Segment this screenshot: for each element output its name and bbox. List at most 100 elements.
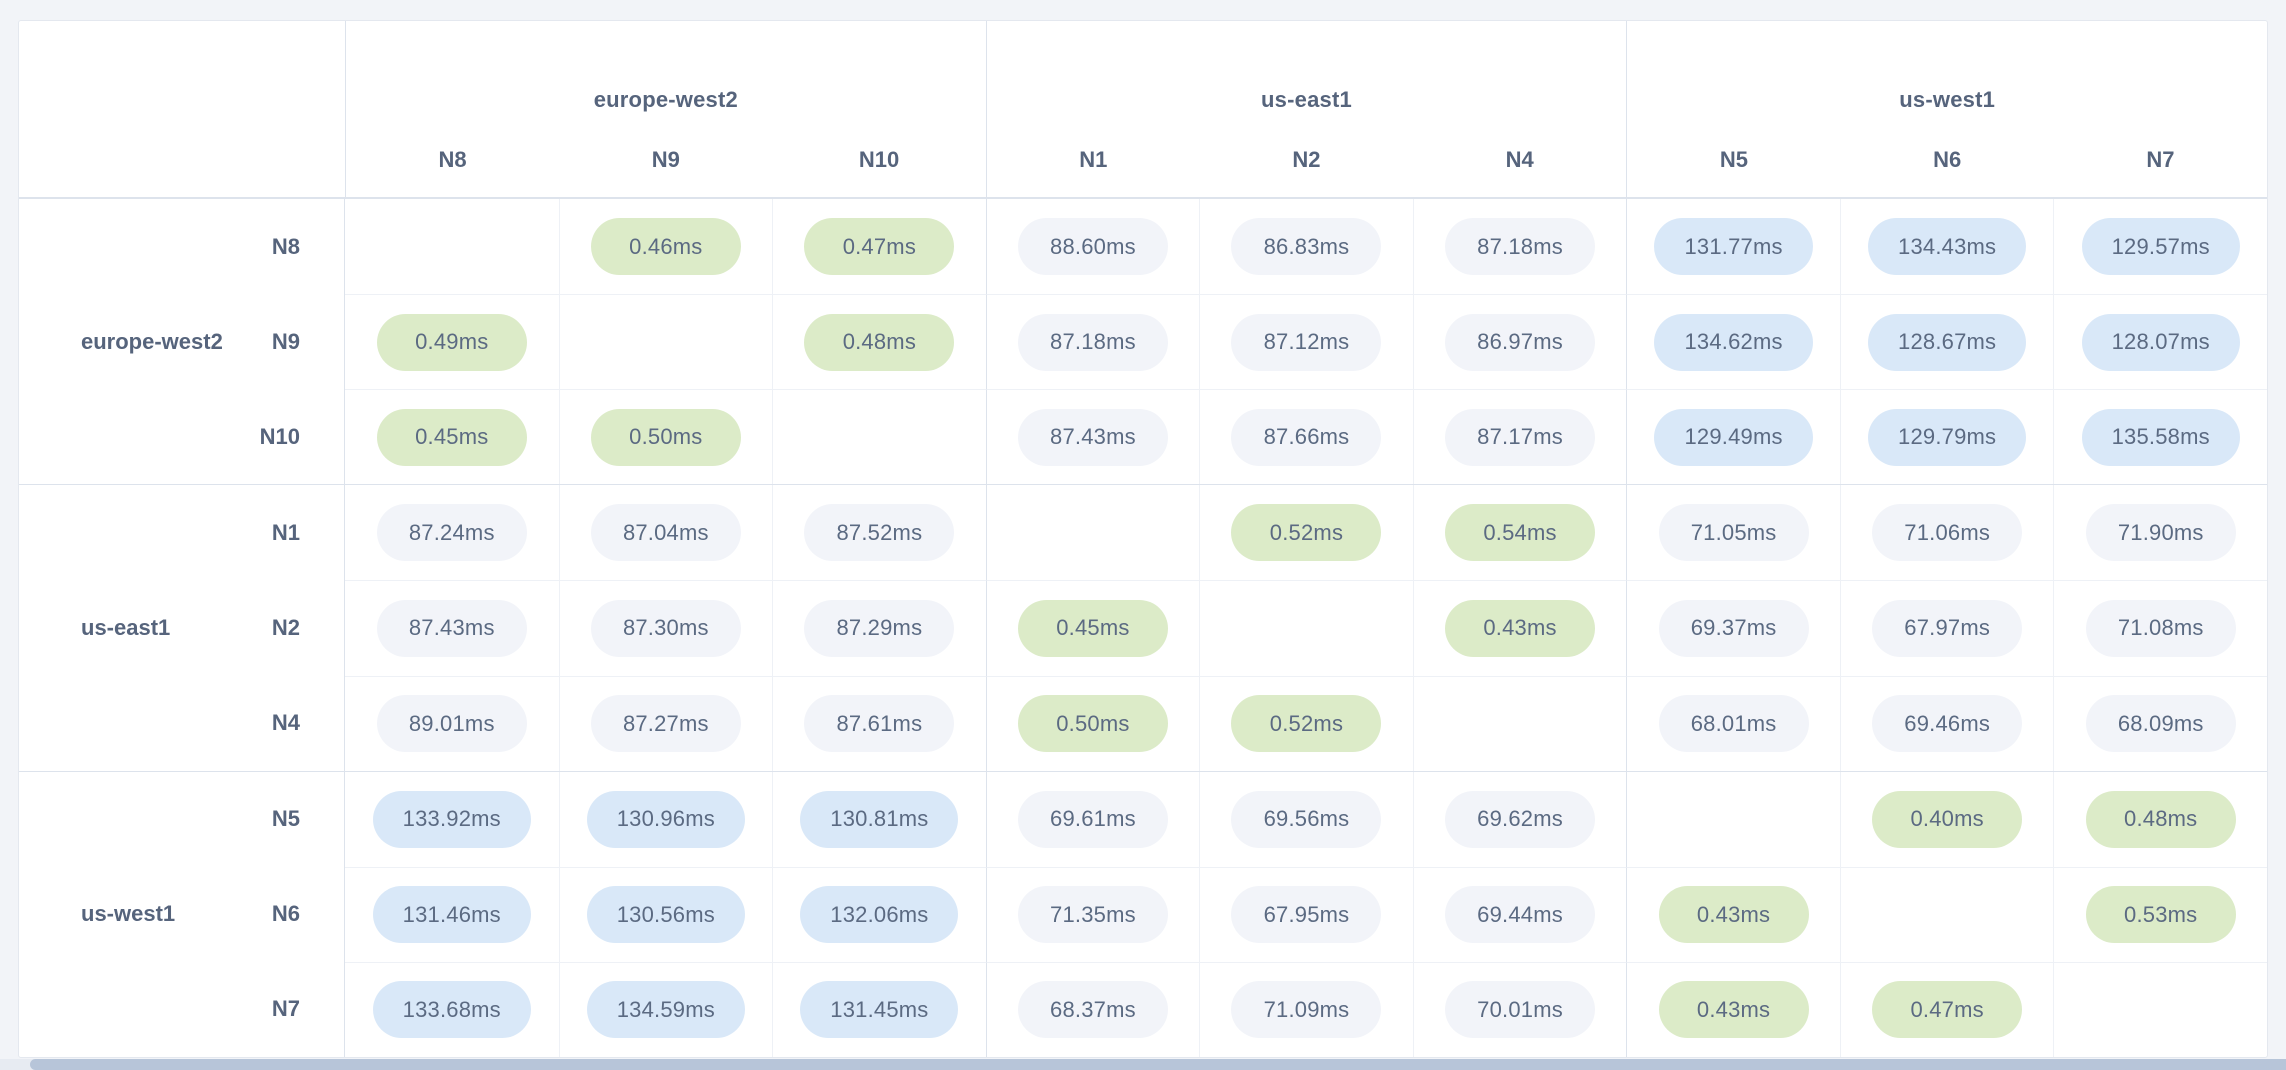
latency-pill: 71.09ms bbox=[1231, 981, 1382, 1039]
latency-pill: 69.44ms bbox=[1445, 886, 1596, 944]
row-group-label-europe-west2: europe-west2 N8 N9 N10 bbox=[19, 199, 345, 485]
latency-pill: 68.09ms bbox=[2085, 695, 2236, 753]
column-header-n5: N5 bbox=[1719, 147, 1748, 172]
latency-cell-n2-n10: 87.29ms bbox=[772, 580, 986, 676]
column-group-us-east1: us-east1 N1 N2 N4 bbox=[985, 21, 1627, 197]
row-header-n10: N10 bbox=[259, 423, 300, 449]
column-header-n8: N8 bbox=[438, 147, 467, 172]
column-header-n4: N4 bbox=[1505, 147, 1534, 172]
latency-pill: 69.37ms bbox=[1658, 599, 1809, 657]
latency-pill: 71.08ms bbox=[2085, 599, 2236, 657]
latency-pill: 133.92ms bbox=[372, 790, 531, 848]
latency-cell-n9-n6: 128.67ms bbox=[1839, 294, 2054, 390]
row-group-label-us-east1: us-east1 N1 N2 N4 bbox=[19, 485, 345, 771]
latency-cell-n8-n4: 87.18ms bbox=[1412, 199, 1627, 295]
column-region-label-europe-west2: europe-west2 bbox=[593, 87, 738, 112]
latency-cell-n5-n8: 133.92ms bbox=[345, 772, 559, 867]
latency-cell-n10-n10 bbox=[772, 389, 986, 485]
latency-pill: 71.06ms bbox=[1872, 504, 2023, 562]
latency-cell-n7-n4: 70.01ms bbox=[1412, 961, 1627, 1057]
latency-cell-n6-n5: 0.43ms bbox=[1626, 866, 1840, 962]
latency-pill: 0.43ms bbox=[1658, 886, 1809, 944]
latency-cell-n2-n2 bbox=[1199, 580, 1413, 676]
column-group-europe-west2: europe-west2 N8 N9 N10 bbox=[345, 21, 986, 197]
latency-pill: 87.66ms bbox=[1231, 408, 1382, 466]
latency-pill: 0.54ms bbox=[1445, 504, 1596, 562]
column-header-n9: N9 bbox=[651, 147, 680, 172]
latency-cell-n5-n4: 69.62ms bbox=[1412, 771, 1627, 867]
horizontal-scrollbar-track[interactable] bbox=[0, 1059, 2286, 1070]
latency-pill: 132.06ms bbox=[800, 886, 959, 944]
latency-cell-n6-n1: 71.35ms bbox=[985, 866, 1200, 962]
latency-cell-n7-n6: 0.47ms bbox=[1839, 961, 2054, 1057]
matrix-body: europe-west2 N8 N9 N10 0.46ms 0.47ms 88.60ms 86… bbox=[19, 199, 2267, 1057]
latency-pill: 128.07ms bbox=[2081, 313, 2240, 371]
latency-cell-n9-n9 bbox=[558, 294, 773, 390]
latency-pill: 87.43ms bbox=[376, 599, 527, 657]
latency-cell-n8-n7: 129.57ms bbox=[2053, 199, 2267, 295]
latency-pill: 0.49ms bbox=[376, 313, 527, 371]
latency-pill: 71.35ms bbox=[1017, 886, 1168, 944]
horizontal-scrollbar-thumb[interactable] bbox=[30, 1059, 2286, 1070]
latency-pill: 130.81ms bbox=[800, 790, 959, 848]
latency-pill: 133.68ms bbox=[372, 981, 531, 1039]
row-region-label-europe-west2: europe-west2 bbox=[81, 328, 223, 354]
latency-cell-n8-n1: 88.60ms bbox=[985, 199, 1200, 295]
row-group-us-west1: us-west1 N5 N6 N7 133.92ms 130.96ms 130.81ms 69… bbox=[19, 771, 2267, 1057]
column-node-row-us-east1: N1 N2 N4 bbox=[987, 147, 1627, 173]
matrix-column-header: europe-west2 N8 N9 N10 us-east1 N1 N2 N4 us-west… bbox=[19, 21, 2267, 199]
latency-cell-n6-n7: 0.53ms bbox=[2053, 866, 2267, 962]
latency-pill: 0.53ms bbox=[2085, 886, 2236, 944]
latency-cell-n2-n1: 0.45ms bbox=[985, 580, 1200, 676]
latency-cell-n2-n7: 71.08ms bbox=[2053, 580, 2267, 676]
row-header-n5: N5 bbox=[271, 806, 300, 832]
latency-cell-n1-n4: 0.54ms bbox=[1412, 485, 1627, 581]
latency-cell-n8-n9: 0.46ms bbox=[558, 199, 773, 295]
latency-cell-n8-n6: 134.43ms bbox=[1839, 199, 2054, 295]
latency-pill: 87.24ms bbox=[376, 504, 527, 562]
latency-cell-n4-n7: 68.09ms bbox=[2053, 675, 2267, 771]
latency-cell-n9-n10: 0.48ms bbox=[772, 294, 986, 390]
latency-cell-n4-n10: 87.61ms bbox=[772, 675, 986, 771]
latency-pill: 87.29ms bbox=[804, 599, 955, 657]
latency-cell-n9-n5: 134.62ms bbox=[1626, 294, 1840, 390]
latency-cell-n1-n7: 71.90ms bbox=[2053, 485, 2267, 581]
matrix-corner-cell bbox=[19, 21, 345, 197]
latency-pill: 129.49ms bbox=[1654, 408, 1813, 466]
column-group-us-west1: us-west1 N5 N6 N7 bbox=[1626, 21, 2267, 197]
latency-pill: 87.27ms bbox=[590, 695, 741, 753]
latency-cell-n10-n5: 129.49ms bbox=[1626, 389, 1840, 485]
latency-pill: 87.04ms bbox=[590, 504, 741, 562]
latency-pill: 134.62ms bbox=[1654, 313, 1813, 371]
latency-cell-n4-n5: 68.01ms bbox=[1626, 675, 1840, 771]
latency-pill: 71.05ms bbox=[1658, 504, 1809, 562]
latency-cell-n9-n2: 87.12ms bbox=[1199, 294, 1413, 390]
latency-cell-n10-n2: 87.66ms bbox=[1199, 389, 1413, 485]
latency-cell-n4-n9: 87.27ms bbox=[558, 675, 773, 771]
latency-pill: 130.96ms bbox=[586, 790, 745, 848]
latency-pill: 67.95ms bbox=[1231, 886, 1382, 944]
column-header-n7: N7 bbox=[2146, 147, 2175, 172]
column-header-n1: N1 bbox=[1079, 147, 1108, 172]
latency-cell-n5-n1: 69.61ms bbox=[985, 771, 1200, 867]
column-region-label-us-west1: us-west1 bbox=[1899, 87, 1996, 112]
latency-pill: 68.01ms bbox=[1658, 695, 1809, 753]
latency-cell-n5-n9: 130.96ms bbox=[558, 771, 773, 867]
latency-cell-n8-n10: 0.47ms bbox=[772, 199, 986, 295]
latency-pill: 87.43ms bbox=[1017, 408, 1168, 466]
latency-cell-n9-n7: 128.07ms bbox=[2053, 294, 2267, 390]
row-header-n1: N1 bbox=[271, 519, 300, 545]
latency-cell-n10-n4: 87.17ms bbox=[1412, 389, 1627, 485]
row-header-n2: N2 bbox=[271, 614, 300, 640]
latency-cell-n6-n8: 131.46ms bbox=[345, 866, 559, 962]
latency-pill: 0.48ms bbox=[2085, 790, 2236, 848]
latency-cell-n10-n6: 129.79ms bbox=[1839, 389, 2054, 485]
column-header-n10: N10 bbox=[858, 147, 900, 172]
row-group-label-us-west1: us-west1 N5 N6 N7 bbox=[19, 771, 345, 1057]
latency-pill: 69.56ms bbox=[1231, 790, 1382, 848]
latency-cell-n1-n8: 87.24ms bbox=[345, 485, 559, 580]
latency-cell-n4-n6: 69.46ms bbox=[1839, 675, 2054, 771]
latency-cell-n7-n2: 71.09ms bbox=[1199, 961, 1413, 1057]
latency-pill: 129.79ms bbox=[1868, 408, 2027, 466]
row-group-us-east1: us-east1 N1 N2 N4 87.24ms 87.04ms 87.52ms 0.52m… bbox=[19, 485, 2267, 772]
